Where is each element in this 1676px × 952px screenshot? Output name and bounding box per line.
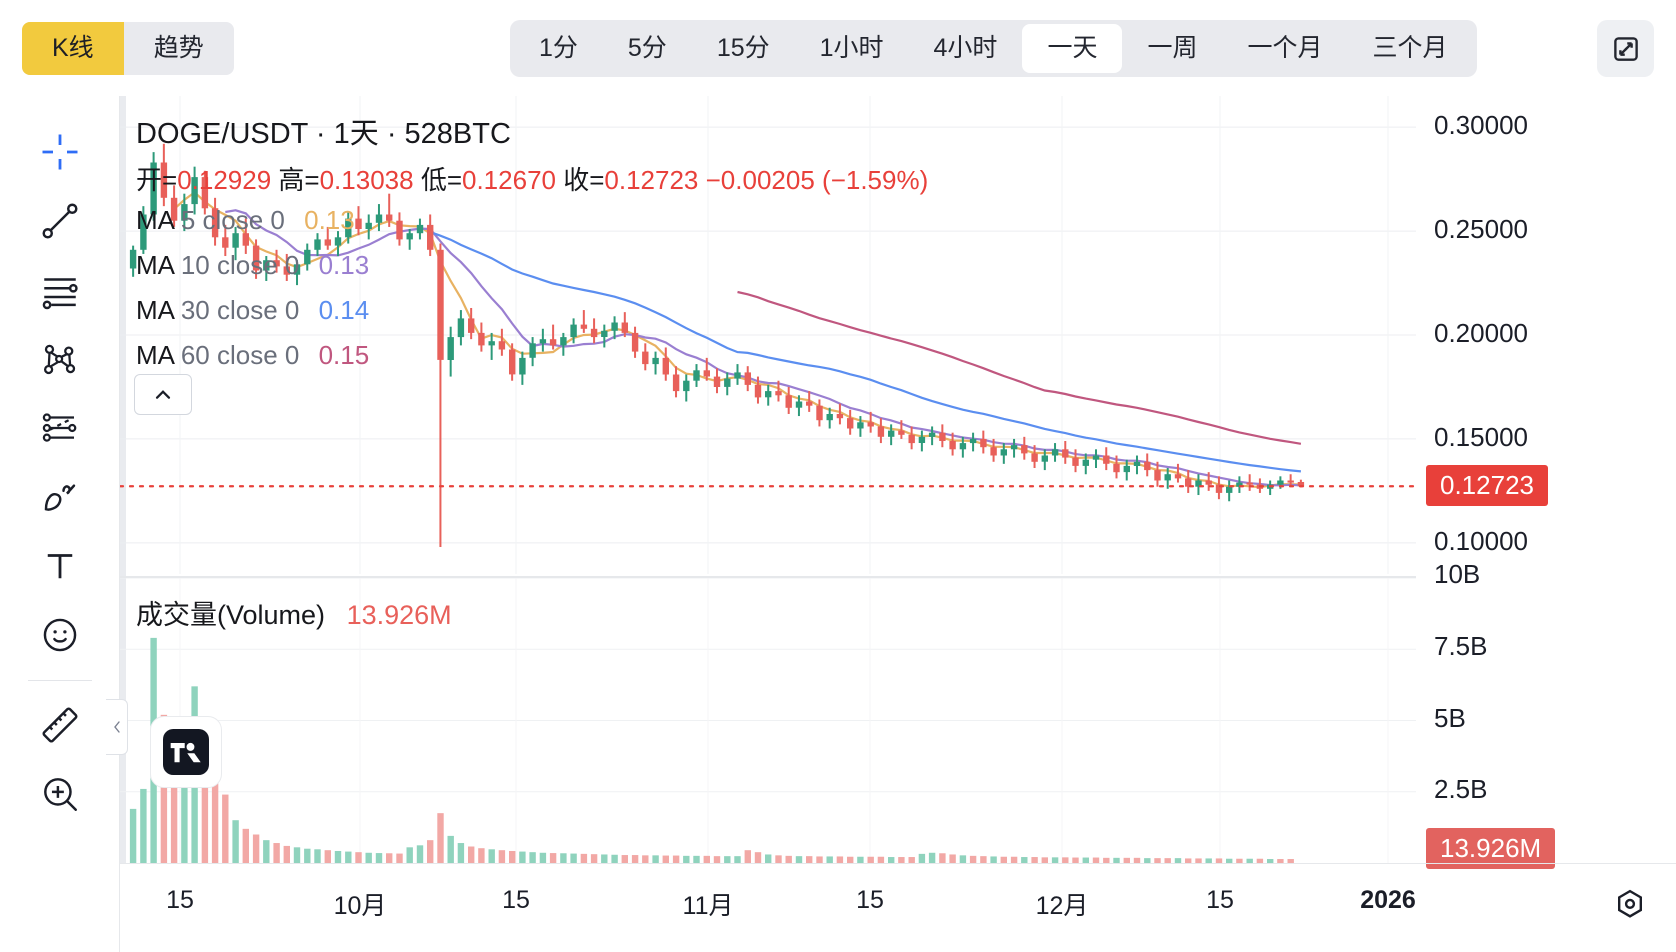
legend-collapse-button[interactable]	[134, 374, 192, 415]
timeframe-5m[interactable]: 5分	[627, 34, 667, 62]
ohlc-values: 开=0.12929 高=0.13038 低=0.12670 收=0.12723 …	[136, 160, 928, 197]
ma-label: MA	[136, 205, 174, 235]
pane-left-edge	[120, 96, 126, 863]
chart-legend: DOGE/USDT · 1天 · 528BTC 开=0.12929 高=0.13…	[136, 110, 928, 385]
ma-value: 0.14	[318, 295, 370, 325]
chart-container[interactable]: DOGE/USDT · 1天 · 528BTC 开=0.12929 高=0.13…	[106, 96, 1676, 952]
volume-tick: 5B	[1434, 702, 1466, 733]
candlestick-plot[interactable]	[120, 96, 1416, 574]
ma-params: 30 close 0	[180, 295, 300, 325]
price-tick: 0.10000	[1434, 525, 1528, 556]
ma-label: MA	[136, 340, 174, 370]
volume-value: 13.926M	[346, 600, 452, 630]
time-tick: 15	[502, 886, 530, 914]
trend-line-icon[interactable]	[26, 187, 94, 255]
crosshair-cursor-icon[interactable]	[26, 118, 94, 186]
ma-label: MA	[136, 295, 174, 325]
close-value: 0.12723	[604, 165, 699, 195]
price-axis[interactable]: 0.30000 0.25000 0.20000 0.15000 0.10000 0.127…	[1416, 96, 1676, 869]
timeframe-1w[interactable]: 一周	[1147, 34, 1198, 62]
ma-label: MA	[136, 250, 174, 280]
ma-row-10[interactable]: MA 10 close 0 0.13	[136, 250, 928, 281]
volume-tick: 10B	[1434, 559, 1481, 589]
time-tick: 11月	[682, 892, 734, 920]
price-tick: 0.30000	[1434, 110, 1528, 141]
symbol-title: DOGE/USDT · 1天 · 528BTC	[136, 118, 511, 150]
ma-value: 0.13	[318, 250, 370, 280]
timeframe-15m[interactable]: 15分	[716, 34, 770, 62]
zoom-in-icon[interactable]	[26, 760, 94, 828]
open-label: 开=	[136, 165, 178, 195]
top-toolbar: K线 趋势 1分 5分 15分 1小时 4小时 一天 一周 一个月 三个月	[0, 0, 1676, 96]
xabcd-pattern-icon[interactable]	[26, 325, 94, 393]
brush-draw-icon[interactable]	[26, 463, 94, 531]
emoji-smiley-icon[interactable]	[26, 601, 94, 669]
time-tick: 12月	[1035, 892, 1089, 920]
drawing-toolbar	[0, 96, 120, 952]
close-label: 收=	[563, 165, 605, 195]
price-tick: 0.20000	[1434, 318, 1528, 348]
volume-tick: 2.5B	[1434, 774, 1488, 805]
ma-value: 0.15	[318, 340, 370, 370]
current-price-badge[interactable]: 0.12723	[1426, 465, 1548, 507]
low-label: 低=	[420, 165, 462, 195]
price-tick: 0.15000	[1434, 421, 1528, 452]
volume-tick: 7.5B	[1434, 630, 1488, 661]
time-tick: 15	[166, 886, 194, 914]
text-tool-icon[interactable]	[26, 532, 94, 600]
time-axis[interactable]: 15 10月 15 11月 15 12月 15 2026	[120, 863, 1676, 952]
ruler-measure-icon[interactable]	[26, 691, 94, 759]
timeframe-selector: 1分 5分 15分 1小时 4小时 一天 一周 一个月 三个月	[510, 20, 1477, 77]
timeframe-1month[interactable]: 一个月	[1247, 34, 1323, 62]
timeframe-4h[interactable]: 4小时	[933, 34, 998, 62]
plot-region[interactable]	[120, 96, 1416, 863]
volume-legend: 成交量(Volume) 13.926M	[136, 593, 452, 632]
current-volume-badge[interactable]: 13.926M	[1426, 828, 1556, 869]
chart-type-segmented-control: K线 趋势	[22, 21, 234, 75]
time-tick: 15	[1206, 886, 1234, 914]
time-tick: 15	[856, 886, 884, 914]
time-tick: 10月	[333, 892, 387, 920]
chart-settings-icon[interactable]	[1612, 886, 1652, 926]
ma-params: 5 close 0	[180, 205, 285, 235]
tradingview-logo[interactable]	[150, 716, 222, 788]
timeframe-1m[interactable]: 1分	[539, 34, 578, 62]
pane-collapse-handle[interactable]	[106, 699, 128, 755]
time-tick-year: 2026	[1360, 886, 1416, 914]
high-value: 0.13038	[319, 165, 414, 195]
price-tick: 0.25000	[1434, 214, 1528, 245]
toolbar-divider	[27, 680, 92, 681]
forecast-lines-icon[interactable]	[26, 394, 94, 462]
low-value: 0.12670	[462, 165, 556, 195]
timeframe-3month[interactable]: 三个月	[1372, 34, 1448, 62]
tab-trend[interactable]: 趋势	[153, 33, 204, 62]
high-label: 高=	[278, 165, 320, 195]
volume-title: 成交量(Volume)	[136, 600, 326, 630]
timeframe-1d[interactable]: 一天	[1022, 24, 1123, 73]
tab-kline[interactable]: K线	[22, 21, 124, 75]
ma-row-5[interactable]: MA 5 close 0 0.13	[136, 205, 928, 236]
change-value: −0.00205	[705, 165, 815, 195]
fullscreen-expand-icon[interactable]	[1597, 20, 1654, 77]
change-percent: (−1.59%)	[822, 165, 929, 195]
ma-row-60[interactable]: MA 60 close 0 0.15	[136, 340, 928, 371]
horizontal-lines-icon[interactable]	[26, 256, 94, 324]
ma-params: 60 close 0	[180, 340, 300, 370]
timeframe-1h[interactable]: 1小时	[819, 34, 884, 62]
ma-params: 10 close 0	[180, 250, 300, 280]
ma-value: 0.13	[304, 205, 355, 235]
open-value: 0.12929	[177, 165, 272, 195]
ma-row-30[interactable]: MA 30 close 0 0.14	[136, 295, 928, 326]
